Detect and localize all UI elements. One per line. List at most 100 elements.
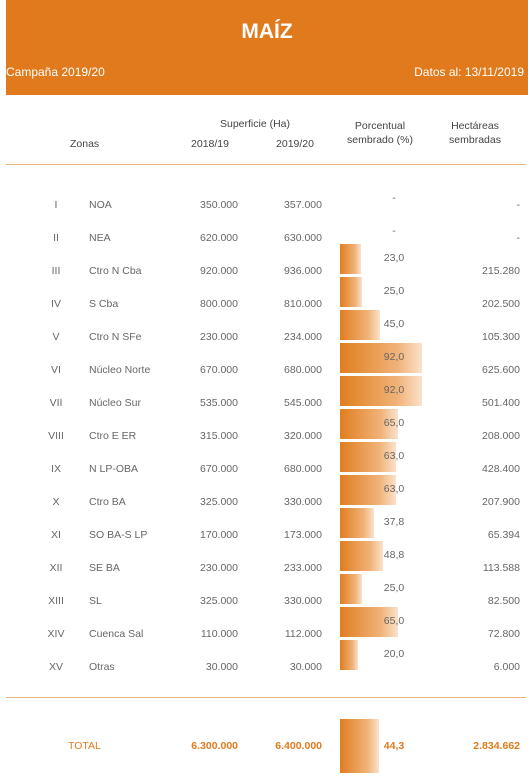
zone-name: SE BA [89, 562, 120, 574]
hectares-value: 428.400 [482, 463, 520, 475]
hectares-value: 202.500 [482, 298, 520, 310]
percent-bar [340, 640, 358, 670]
zone-number: IX [51, 463, 61, 475]
percent-bar [340, 343, 422, 373]
hectares-value: 501.400 [482, 397, 520, 409]
percent-bar [340, 541, 383, 571]
hectares-header: Hectáreas sembradas [430, 119, 520, 147]
surface-2019-value: 320.000 [284, 430, 322, 442]
surface-2018-value: 670.000 [200, 364, 238, 376]
total-2018-value: 6.300.000 [191, 740, 238, 752]
total-hectares-value: 2.834.662 [473, 740, 520, 752]
surface-2018-value: 535.000 [200, 397, 238, 409]
surface-2019-value: 30.000 [289, 661, 322, 673]
surface-2018-value: 30.000 [205, 661, 238, 673]
zone-number: V [52, 331, 60, 343]
zone-number: XIV [47, 628, 65, 640]
zone-number: II [53, 232, 59, 244]
surface-header: Superficie (Ha) [219, 118, 291, 130]
campaign-label: Campaña 2019/20 [6, 65, 105, 79]
percent-bar [340, 310, 380, 340]
surface-2018-value: 920.000 [200, 265, 238, 277]
hectares-value: 65.394 [487, 529, 520, 541]
zone-name: Núcleo Sur [89, 397, 141, 409]
hectares-value: 82.500 [487, 595, 520, 607]
zone-number: XV [48, 661, 63, 673]
hectares-value: 208.000 [482, 430, 520, 442]
percent-value: 63,0 [383, 450, 405, 462]
hectares-header-line2: sembradas [449, 134, 501, 146]
total-divider [6, 697, 526, 698]
hectares-value: 215.280 [482, 265, 520, 277]
zone-number: III [51, 265, 61, 277]
zone-number: XI [51, 529, 61, 541]
hectares-value: 113.588 [482, 562, 520, 574]
zone-name: Ctro N Cba [89, 265, 142, 277]
surface-2019-value: 545.000 [284, 397, 322, 409]
surface-2018-value: 670.000 [200, 463, 238, 475]
total-percent-value: 44,3 [383, 740, 405, 752]
surface-2018-value: 315.000 [200, 430, 238, 442]
surface-2018-value: 800.000 [200, 298, 238, 310]
surface-2018-value: 325.000 [200, 496, 238, 508]
surface-2018-value: 110.000 [200, 628, 238, 640]
zone-number: VIII [48, 430, 64, 442]
hectares-value: 6.000 [493, 661, 520, 673]
percent-header-line2: sembrado (%) [347, 134, 413, 146]
zone-name: N LP-OBA [89, 463, 139, 475]
hectares-value: 105.300 [482, 331, 520, 343]
zones-header: Zonas [70, 138, 100, 150]
zone-number: XIII [48, 595, 64, 607]
zone-name: SO BA-S LP [89, 529, 148, 541]
zone-number: IV [51, 298, 61, 310]
percent-value: 63,0 [383, 483, 405, 495]
percent-value: 23,0 [383, 252, 405, 264]
surface-2019-value: 680.000 [284, 463, 322, 475]
header-divider [6, 164, 526, 165]
percent-bar [340, 409, 398, 439]
page-title: MAÍZ [241, 20, 293, 43]
surface-2018-value: 325.000 [200, 595, 238, 607]
percent-bar [340, 607, 398, 637]
percent-value: 20,0 [383, 648, 405, 660]
surface-2019-value: 233.000 [284, 562, 322, 574]
percent-value: 92,0 [383, 351, 405, 363]
zone-number: VII [49, 397, 63, 409]
zone-name: Núcleo Norte [89, 364, 151, 376]
percent-header: Porcentual sembrado (%) [335, 119, 425, 147]
zone-name: Ctro N SFe [89, 331, 142, 343]
total-2019-value: 6.400.000 [275, 740, 322, 752]
zone-name: SL [89, 595, 102, 607]
zone-name: NEA [89, 232, 111, 244]
surface-2019-value: 680.000 [284, 364, 322, 376]
zone-name: Ctro E ER [89, 430, 137, 442]
surface-2018-value: 170.000 [200, 529, 238, 541]
percent-bar [340, 442, 396, 472]
hectares-value: - [516, 199, 521, 211]
surface-2019-value: 330.000 [284, 496, 322, 508]
hectares-value: 72.800 [487, 628, 520, 640]
year2-header: 2019/20 [276, 138, 314, 150]
percent-bar [340, 475, 396, 505]
percent-bar [340, 376, 422, 406]
percent-value: 92,0 [383, 384, 405, 396]
surface-2018-value: 230.000 [200, 562, 238, 574]
surface-2019-value: 357.000 [284, 199, 322, 211]
zone-name: Ctro BA [89, 496, 126, 508]
zone-number: X [52, 496, 60, 508]
percent-bar [340, 244, 361, 274]
percent-value: 45,0 [383, 318, 405, 330]
data-date-label: Datos al: 13/11/2019 [414, 65, 524, 79]
surface-2019-value: 234.000 [284, 331, 322, 343]
percent-header-line1: Porcentual [354, 120, 406, 132]
surface-2018-value: 620.000 [200, 232, 238, 244]
percent-value: - [392, 225, 396, 237]
surface-2019-value: 173.000 [284, 529, 322, 541]
hectares-value: 625.600 [482, 364, 520, 376]
zone-name: NOA [89, 199, 112, 211]
surface-2019-value: 936.000 [284, 265, 322, 277]
hectares-header-line1: Hectáreas [451, 120, 499, 132]
surface-2019-value: 630.000 [284, 232, 322, 244]
total-percent-bar [340, 719, 379, 773]
percent-bar [340, 574, 362, 604]
